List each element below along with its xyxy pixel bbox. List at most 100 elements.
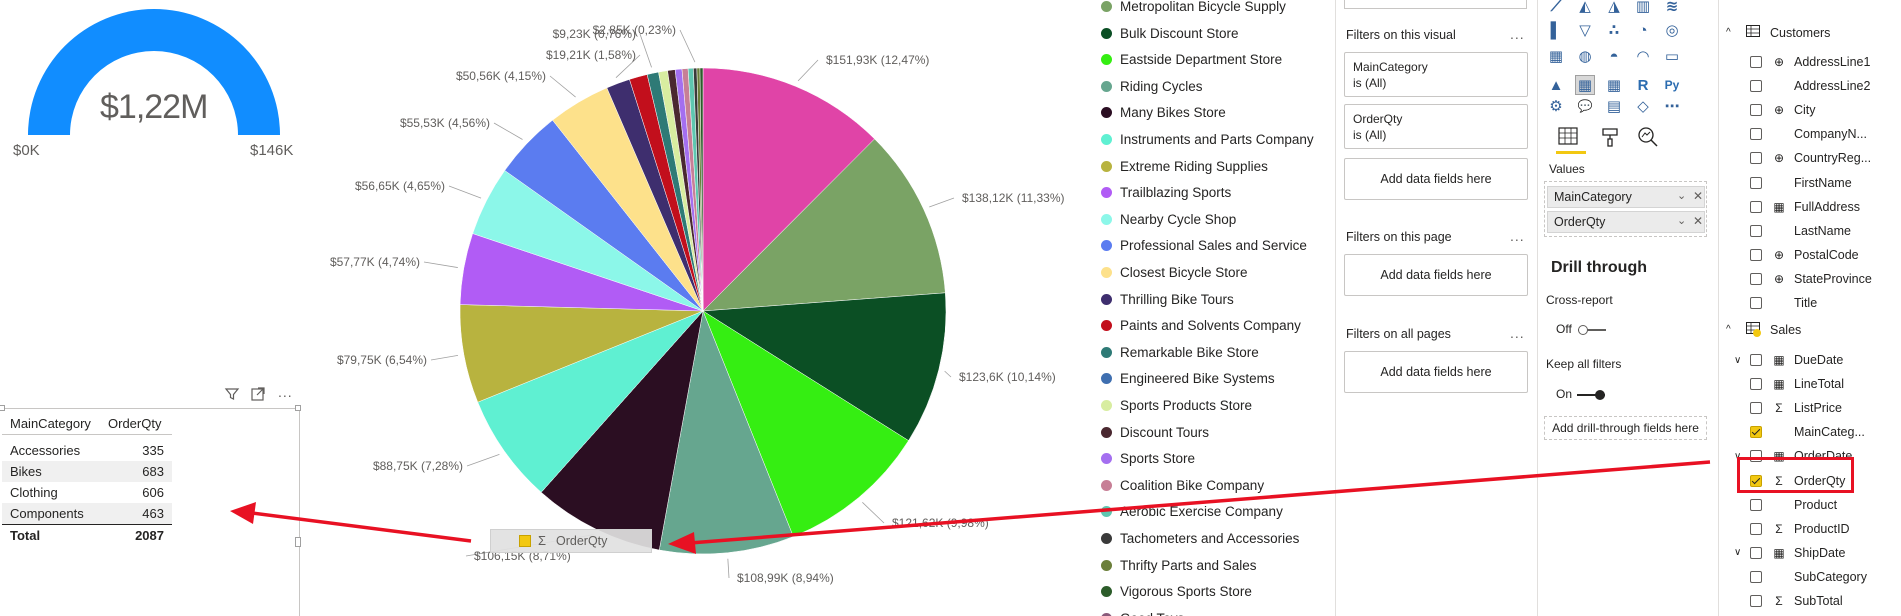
field-item[interactable]: ⊕ AddressLine1 (1734, 55, 1870, 69)
area-chart-icon[interactable]: ◭ (1579, 0, 1591, 15)
table-row[interactable]: Bikes 683 (2, 461, 172, 482)
resize-handle[interactable] (0, 405, 5, 411)
checkbox[interactable] (1750, 272, 1762, 285)
legend-item[interactable]: Vigorous Sports Store (1101, 584, 1252, 599)
pie-chart-icon[interactable]: ◔ (1638, 21, 1648, 39)
legend-item[interactable]: Professional Sales and Service (1101, 238, 1307, 253)
field-item[interactable]: SubCategory (1734, 570, 1867, 584)
smart-narrative-icon[interactable]: ▤ (1606, 98, 1622, 115)
legend-item[interactable]: Bulk Discount Store (1101, 26, 1239, 41)
legend-item[interactable]: Trailblazing Sports (1101, 185, 1231, 200)
close-icon[interactable]: ✕ (1693, 189, 1704, 203)
checkbox[interactable] (1750, 248, 1762, 261)
r-script-icon[interactable]: R (1637, 76, 1649, 94)
field-item[interactable]: ∨ ▦ ShipDate (1734, 546, 1845, 560)
key-influencers-icon[interactable]: ⚙ (1549, 98, 1563, 115)
field-item[interactable]: ▦ FullAddress (1734, 200, 1860, 214)
map-icon[interactable]: ◍ (1578, 48, 1592, 65)
checkbox[interactable] (1750, 498, 1762, 511)
field-item[interactable]: Σ SubTotal (1734, 594, 1843, 608)
filled-map-icon[interactable]: ◓ (1609, 47, 1619, 65)
checkbox[interactable] (1750, 152, 1762, 165)
checkbox-checked[interactable] (1750, 474, 1762, 487)
legend-item[interactable]: Sports Products Store (1101, 398, 1252, 413)
table-icon[interactable]: ▦ (1575, 75, 1595, 95)
table-header-cell[interactable]: OrderQty (108, 416, 162, 431)
ribbon-chart-icon[interactable]: ≋ (1665, 0, 1679, 15)
checkbox[interactable] (1750, 104, 1762, 117)
chevron-down-icon[interactable]: ∨ (1734, 547, 1742, 559)
field-item[interactable]: Title (1734, 296, 1817, 310)
checkbox[interactable] (1750, 546, 1762, 559)
gauge-visual[interactable] (0, 0, 310, 160)
field-item[interactable]: Σ ProductID (1734, 522, 1850, 536)
scatter-chart-icon[interactable]: ∴ (1608, 22, 1620, 39)
field-item[interactable]: Σ ListPrice (1734, 401, 1842, 415)
legend-item[interactable]: Engineered Bike Systems (1101, 371, 1275, 386)
table-row[interactable]: Clothing 606 (2, 482, 172, 503)
checkbox[interactable] (1750, 176, 1762, 189)
chevron-down-icon[interactable]: ⌄ (1677, 190, 1687, 202)
paginated-icon[interactable]: ◇ (1637, 98, 1649, 115)
legend-item[interactable]: Sports Store (1101, 451, 1195, 466)
donut-chart-icon[interactable]: ◎ (1665, 22, 1679, 39)
legend-item[interactable]: Eastside Department Store (1101, 52, 1282, 67)
field-item[interactable]: ⊕ CountryReg... (1734, 151, 1871, 165)
field-item[interactable]: Product (1734, 498, 1837, 512)
field-item[interactable]: MainCateg... (1734, 425, 1865, 439)
legend-item[interactable]: Aerobic Exercise Company (1101, 504, 1283, 519)
treemap-icon[interactable]: ▦ (1548, 48, 1564, 65)
fields-tab-icon[interactable] (1556, 126, 1580, 153)
value-field-maincategory[interactable]: MainCategory ⌄ ✕ (1547, 186, 1705, 208)
legend-item[interactable]: Tachometers and Accessories (1101, 531, 1299, 546)
chevron-down-icon[interactable]: ∨ (1734, 354, 1742, 366)
pie-slice[interactable] (702, 292, 947, 441)
python-icon[interactable]: Py (1664, 78, 1680, 92)
field-item[interactable]: Σ OrderQty (1734, 474, 1845, 488)
checkbox[interactable] (1750, 570, 1762, 583)
checkbox[interactable] (1750, 224, 1762, 237)
more-options-icon[interactable]: ... (1510, 325, 1525, 341)
pie-slice[interactable] (699, 67, 704, 312)
add-drill-through-fields[interactable]: Add drill-through fields here (1544, 416, 1707, 440)
table-row[interactable]: Accessories 335 (2, 440, 172, 461)
checkbox[interactable] (1750, 402, 1762, 415)
field-item[interactable]: LastName (1734, 224, 1851, 238)
legend-item[interactable]: Thrifty Parts and Sales (1101, 558, 1257, 573)
add-data-fields-all[interactable]: Add data fields here (1344, 351, 1528, 393)
more-visuals-icon[interactable]: ⋯ (1664, 98, 1680, 115)
field-item[interactable]: ⊕ PostalCode (1734, 248, 1859, 262)
legend-item[interactable]: Metropolitan Bicycle Supply (1101, 0, 1286, 14)
legend-item[interactable]: Riding Cycles (1101, 79, 1203, 94)
checkbox-checked[interactable] (1750, 426, 1762, 439)
more-options-icon[interactable]: ... (1510, 26, 1525, 42)
checkbox[interactable] (1750, 56, 1762, 68)
line-chart-icon[interactable]: ⟋ (1550, 0, 1562, 15)
filter-card-maincategory[interactable]: MainCategory is (All) (1344, 52, 1528, 97)
legend-item[interactable]: Instruments and Parts Company (1101, 132, 1314, 147)
cross-report-toggle[interactable] (1578, 325, 1606, 335)
pie-slice[interactable] (702, 138, 946, 312)
field-item[interactable]: ∨ ▦ DueDate (1734, 353, 1843, 367)
analytics-magnifier-icon[interactable] (1636, 126, 1660, 153)
legend-item[interactable]: Nearby Cycle Shop (1101, 212, 1236, 227)
gauge-icon[interactable]: ◠ (1637, 48, 1649, 65)
waterfall-chart-icon[interactable]: ▌ (1550, 21, 1562, 39)
checkbox[interactable] (1750, 522, 1762, 535)
matrix-icon[interactable]: ▦ (1606, 77, 1622, 94)
legend-item[interactable]: Extreme Riding Supplies (1101, 159, 1268, 174)
checkbox[interactable] (1750, 200, 1762, 213)
legend-item[interactable]: Coalition Bike Company (1101, 478, 1264, 493)
chevron-down-icon[interactable]: ∨ (1734, 450, 1742, 462)
more-options-icon[interactable]: ... (1510, 228, 1525, 244)
resize-handle[interactable] (295, 405, 301, 411)
pie-slice[interactable] (477, 310, 704, 493)
field-item[interactable]: ⊕ City (1734, 103, 1816, 117)
stacked-area-icon[interactable]: ◮ (1608, 0, 1620, 15)
table-sales[interactable]: ^ Sales (1726, 322, 1801, 337)
legend-item[interactable]: Discount Tours (1101, 425, 1209, 440)
qa-icon[interactable]: 💬 (1577, 99, 1593, 113)
keep-filters-toggle[interactable] (1577, 390, 1605, 400)
field-item[interactable]: AddressLine2 (1734, 79, 1870, 93)
more-options-icon[interactable]: ... (278, 384, 293, 400)
